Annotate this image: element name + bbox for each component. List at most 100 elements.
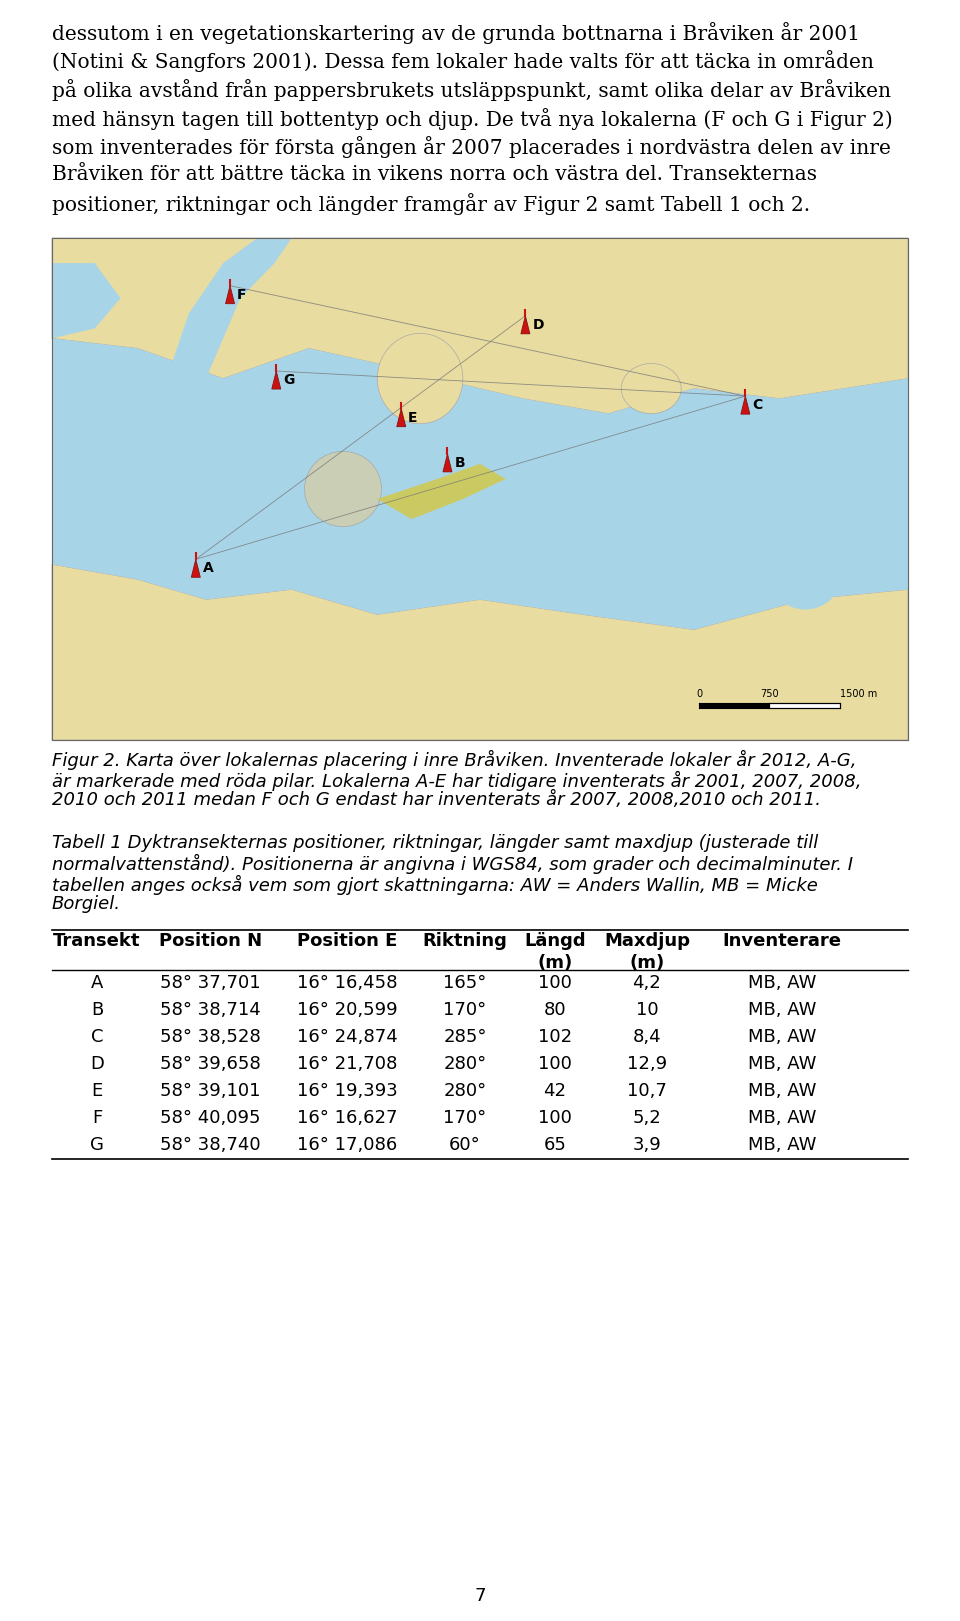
- Text: 16° 21,708: 16° 21,708: [298, 1055, 397, 1073]
- Bar: [52, 238, 908, 741]
- Text: 16° 16,458: 16° 16,458: [297, 974, 397, 992]
- Text: C: C: [753, 399, 762, 412]
- Polygon shape: [741, 396, 750, 413]
- Polygon shape: [521, 316, 530, 334]
- Text: tabellen anges också vem som gjort skattningarna: AW = Anders Wallin, MB = Micke: tabellen anges också vem som gjort skatt…: [52, 874, 818, 895]
- Text: 750: 750: [760, 689, 779, 699]
- Text: 58° 38,528: 58° 38,528: [160, 1028, 261, 1046]
- Polygon shape: [191, 559, 201, 577]
- Polygon shape: [52, 564, 908, 741]
- Text: MB, AW: MB, AW: [748, 1028, 816, 1046]
- Text: MB, AW: MB, AW: [748, 1109, 816, 1127]
- Text: MB, AW: MB, AW: [748, 1081, 816, 1101]
- Text: 2010 och 2011 medan F och G endast har inventerats år 2007, 2008,2010 och 2011.: 2010 och 2011 medan F och G endast har i…: [52, 791, 821, 809]
- Polygon shape: [172, 238, 292, 379]
- Text: (Notini & Sangfors 2001). Dessa fem lokaler hade valts för att täcka in områden: (Notini & Sangfors 2001). Dessa fem loka…: [52, 50, 874, 73]
- Text: som inventerades för första gången år 2007 placerades i nordvästra delen av inre: som inventerades för första gången år 20…: [52, 136, 891, 157]
- Text: MB, AW: MB, AW: [748, 1002, 816, 1020]
- Ellipse shape: [621, 363, 682, 413]
- Text: Transekt: Transekt: [53, 932, 141, 950]
- Text: 10: 10: [636, 1002, 659, 1020]
- Bar: [699, 704, 769, 708]
- Text: positioner, riktningar och längder framgår av Figur 2 samt Tabell 1 och 2.: positioner, riktningar och längder framg…: [52, 193, 810, 216]
- Polygon shape: [443, 454, 452, 472]
- Text: E: E: [408, 410, 418, 425]
- Text: 165°: 165°: [444, 974, 487, 992]
- Ellipse shape: [677, 485, 762, 574]
- Polygon shape: [52, 263, 121, 339]
- Text: B: B: [91, 1002, 103, 1020]
- Text: 16° 16,627: 16° 16,627: [297, 1109, 397, 1127]
- Text: E: E: [91, 1081, 103, 1101]
- Ellipse shape: [304, 451, 381, 527]
- Text: 285°: 285°: [444, 1028, 487, 1046]
- Polygon shape: [52, 339, 908, 629]
- Bar: [52, 238, 908, 741]
- Text: 3,9: 3,9: [633, 1136, 661, 1154]
- Text: D: D: [90, 1055, 104, 1073]
- Text: 5,2: 5,2: [633, 1109, 661, 1127]
- Text: F: F: [237, 287, 247, 302]
- Text: dessutom i en vegetationskartering av de grunda bottnarna i Bråviken år 2001: dessutom i en vegetationskartering av de…: [52, 23, 860, 44]
- Text: 100: 100: [538, 1109, 572, 1127]
- Text: MB, AW: MB, AW: [748, 1136, 816, 1154]
- Text: 100: 100: [538, 974, 572, 992]
- Text: 42: 42: [543, 1081, 566, 1101]
- Text: 58° 39,658: 58° 39,658: [160, 1055, 261, 1073]
- Text: B: B: [454, 456, 465, 470]
- Text: 0: 0: [696, 689, 702, 699]
- Polygon shape: [396, 408, 406, 426]
- Text: 10,7: 10,7: [627, 1081, 667, 1101]
- Text: G: G: [283, 373, 295, 387]
- Text: 280°: 280°: [444, 1055, 487, 1073]
- Text: Bråviken för att bättre täcka in vikens norra och västra del. Transekternas: Bråviken för att bättre täcka in vikens …: [52, 164, 817, 183]
- Text: med hänsyn tagen till bottentyp och djup. De två nya lokalerna (F och G i Figur : med hänsyn tagen till bottentyp och djup…: [52, 107, 893, 130]
- Text: Figur 2. Karta över lokalernas placering i inre Bråviken. Inventerade lokaler år: Figur 2. Karta över lokalernas placering…: [52, 751, 856, 770]
- Text: Tabell 1 Dyktransekternas positioner, riktningar, längder samt maxdjup (justerad: Tabell 1 Dyktransekternas positioner, ri…: [52, 833, 818, 851]
- Text: Maxdjup
(m): Maxdjup (m): [604, 932, 690, 973]
- Text: MB, AW: MB, AW: [748, 1055, 816, 1073]
- Text: Position E: Position E: [298, 932, 397, 950]
- Ellipse shape: [377, 334, 463, 423]
- Text: Inventerare: Inventerare: [722, 932, 841, 950]
- Text: 170°: 170°: [444, 1002, 487, 1020]
- Text: Riktning: Riktning: [422, 932, 508, 950]
- Ellipse shape: [771, 404, 908, 554]
- Text: 16° 17,086: 16° 17,086: [298, 1136, 397, 1154]
- Text: 16° 24,874: 16° 24,874: [297, 1028, 397, 1046]
- Text: 60°: 60°: [449, 1136, 481, 1154]
- Text: 8,4: 8,4: [633, 1028, 661, 1046]
- Text: 80: 80: [543, 1002, 566, 1020]
- Text: 1500 m: 1500 m: [839, 689, 876, 699]
- Polygon shape: [52, 238, 908, 413]
- Text: 58° 37,701: 58° 37,701: [160, 974, 261, 992]
- Text: 170°: 170°: [444, 1109, 487, 1127]
- Text: 58° 39,101: 58° 39,101: [160, 1081, 260, 1101]
- Text: F: F: [92, 1109, 102, 1127]
- Text: MB, AW: MB, AW: [748, 974, 816, 992]
- Polygon shape: [272, 371, 280, 389]
- Polygon shape: [226, 285, 234, 303]
- Text: Längd
(m): Längd (m): [524, 932, 586, 973]
- Text: 12,9: 12,9: [627, 1055, 667, 1073]
- Text: normalvattenstånd). Positionerna är angivna i WGS84, som grader och decimalminut: normalvattenstånd). Positionerna är angi…: [52, 854, 853, 874]
- Text: är markerade med röda pilar. Lokalerna A-E har tidigare inventerats år 2001, 200: är markerade med röda pilar. Lokalerna A…: [52, 770, 861, 791]
- Text: 58° 38,740: 58° 38,740: [160, 1136, 261, 1154]
- Text: 16° 20,599: 16° 20,599: [297, 1002, 397, 1020]
- Text: 7: 7: [474, 1587, 486, 1605]
- Text: 58° 38,714: 58° 38,714: [160, 1002, 261, 1020]
- Text: A: A: [203, 561, 213, 575]
- Text: Position N: Position N: [158, 932, 262, 950]
- Polygon shape: [377, 464, 506, 519]
- Text: 280°: 280°: [444, 1081, 487, 1101]
- Text: C: C: [90, 1028, 103, 1046]
- Text: 102: 102: [538, 1028, 572, 1046]
- Text: 16° 19,393: 16° 19,393: [297, 1081, 397, 1101]
- Text: 65: 65: [543, 1136, 566, 1154]
- Text: G: G: [90, 1136, 104, 1154]
- Text: 100: 100: [538, 1055, 572, 1073]
- Text: på olika avstånd från pappersbrukets utsläppspunkt, samt olika delar av Bråviken: på olika avstånd från pappersbrukets uts…: [52, 79, 891, 101]
- Text: D: D: [533, 318, 544, 332]
- Text: Borgiel.: Borgiel.: [52, 895, 121, 913]
- Text: 4,2: 4,2: [633, 974, 661, 992]
